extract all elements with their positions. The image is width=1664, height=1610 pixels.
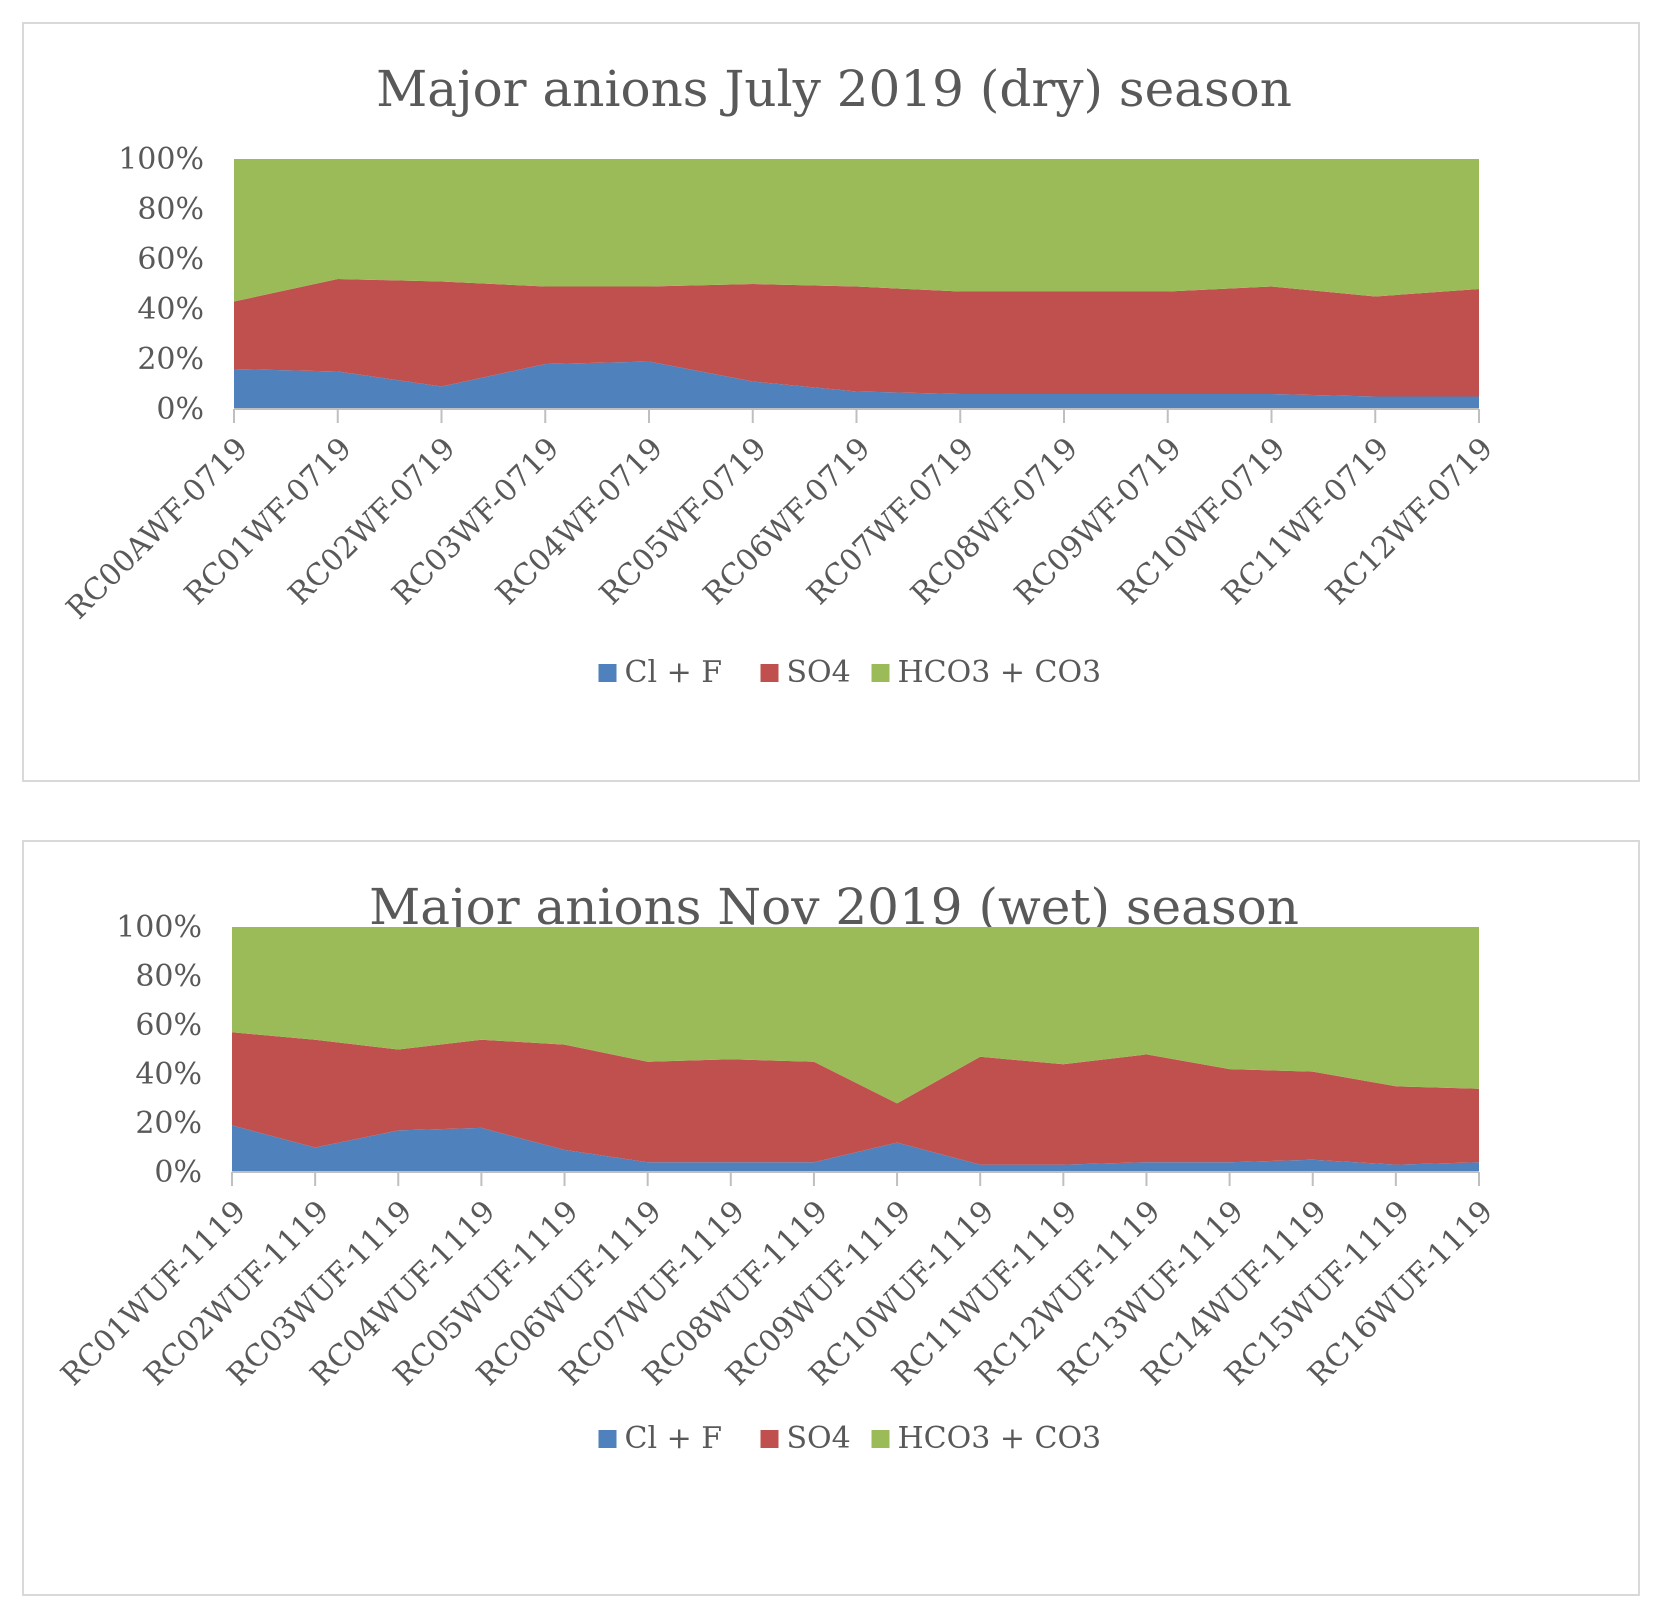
legend-swatch: [760, 1430, 779, 1448]
series-areas: [232, 927, 1479, 1172]
legend: Cl + F SO4 HCO3 + CO3: [598, 655, 1102, 690]
series-area-cl-f: [234, 361, 1479, 409]
legend-label: HCO3 + CO3: [898, 1421, 1102, 1456]
series-area-so4: [234, 279, 1479, 397]
y-tick-label: 100%: [118, 142, 204, 177]
chart-wet-season: Major anions Nov 2019 (wet) season RC01W…: [54, 878, 1500, 1456]
legend-item-cl-f: Cl + F: [598, 1421, 723, 1456]
legend-label: SO4: [787, 1421, 851, 1456]
chart-title: Major anions Nov 2019 (wet) season: [369, 878, 1299, 936]
y-tick-label: 100%: [116, 910, 202, 945]
legend-label: Cl + F: [625, 1421, 723, 1456]
y-tick-label: 60%: [135, 1008, 202, 1043]
series-areas: [234, 159, 1479, 409]
legend-item-so4: SO4: [760, 1421, 851, 1456]
y-tick-label: 40%: [137, 292, 204, 327]
legend-item-hco3-co3: HCO3 + CO3: [871, 655, 1102, 690]
legend-label: Cl + F: [625, 655, 723, 690]
legend-swatch: [871, 664, 890, 682]
legend-swatch: [760, 664, 779, 682]
y-tick-label: 20%: [137, 342, 204, 377]
x-axis-ticks: RC01WUF-1119RC02WUF-1119RC03WUF-1119RC04…: [54, 1172, 1500, 1393]
y-axis-ticks: 0% 20% 40% 60% 80% 100%: [116, 910, 202, 1190]
x-axis-ticks: RC00AWF-0719RC01WF-0719RC02WF-0719RC03WF…: [60, 409, 1500, 626]
series-area-so4: [232, 1032, 1479, 1165]
y-axis-ticks: 0% 20% 40% 60% 80% 100%: [118, 142, 204, 427]
y-tick-label: 80%: [135, 959, 202, 994]
y-tick-label: 60%: [137, 242, 204, 277]
series-area-hco3-co3: [234, 159, 1479, 302]
chart-panel-wet-season: Major anions Nov 2019 (wet) season RC01W…: [22, 840, 1640, 1596]
y-tick-label: 80%: [137, 192, 204, 227]
legend-item-hco3-co3: HCO3 + CO3: [871, 1421, 1102, 1456]
legend-item-so4: SO4: [760, 655, 851, 690]
x-tick-label: RC00AWF-0719: [60, 431, 255, 626]
y-tick-label: 0%: [156, 392, 204, 427]
legend-label: HCO3 + CO3: [898, 655, 1102, 690]
legend-swatch: [598, 1430, 617, 1448]
y-tick-label: 40%: [135, 1057, 202, 1092]
series-area-hco3-co3: [232, 927, 1479, 1104]
legend: Cl + F SO4 HCO3 + CO3: [598, 1421, 1102, 1456]
legend-swatch: [598, 664, 617, 682]
chart-panel-dry-season: Major anions July 2019 (dry) season RC00…: [22, 22, 1640, 782]
chart-dry-season: Major anions July 2019 (dry) season RC00…: [60, 60, 1500, 690]
legend-swatch: [871, 1430, 890, 1448]
legend-label: SO4: [787, 655, 851, 690]
y-tick-label: 0%: [154, 1155, 202, 1190]
series-area-cl-f: [232, 1125, 1479, 1172]
y-tick-label: 20%: [135, 1106, 202, 1141]
chart-title: Major anions July 2019 (dry) season: [376, 60, 1292, 118]
legend-item-cl-f: Cl + F: [598, 655, 723, 690]
